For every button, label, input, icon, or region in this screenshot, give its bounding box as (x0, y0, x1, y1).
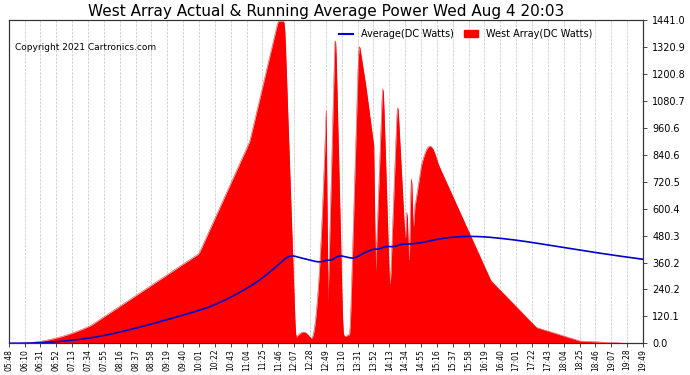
Text: Copyright 2021 Cartronics.com: Copyright 2021 Cartronics.com (15, 43, 156, 52)
Title: West Array Actual & Running Average Power Wed Aug 4 20:03: West Array Actual & Running Average Powe… (88, 4, 564, 19)
Legend: Average(DC Watts), West Array(DC Watts): Average(DC Watts), West Array(DC Watts) (335, 25, 596, 43)
